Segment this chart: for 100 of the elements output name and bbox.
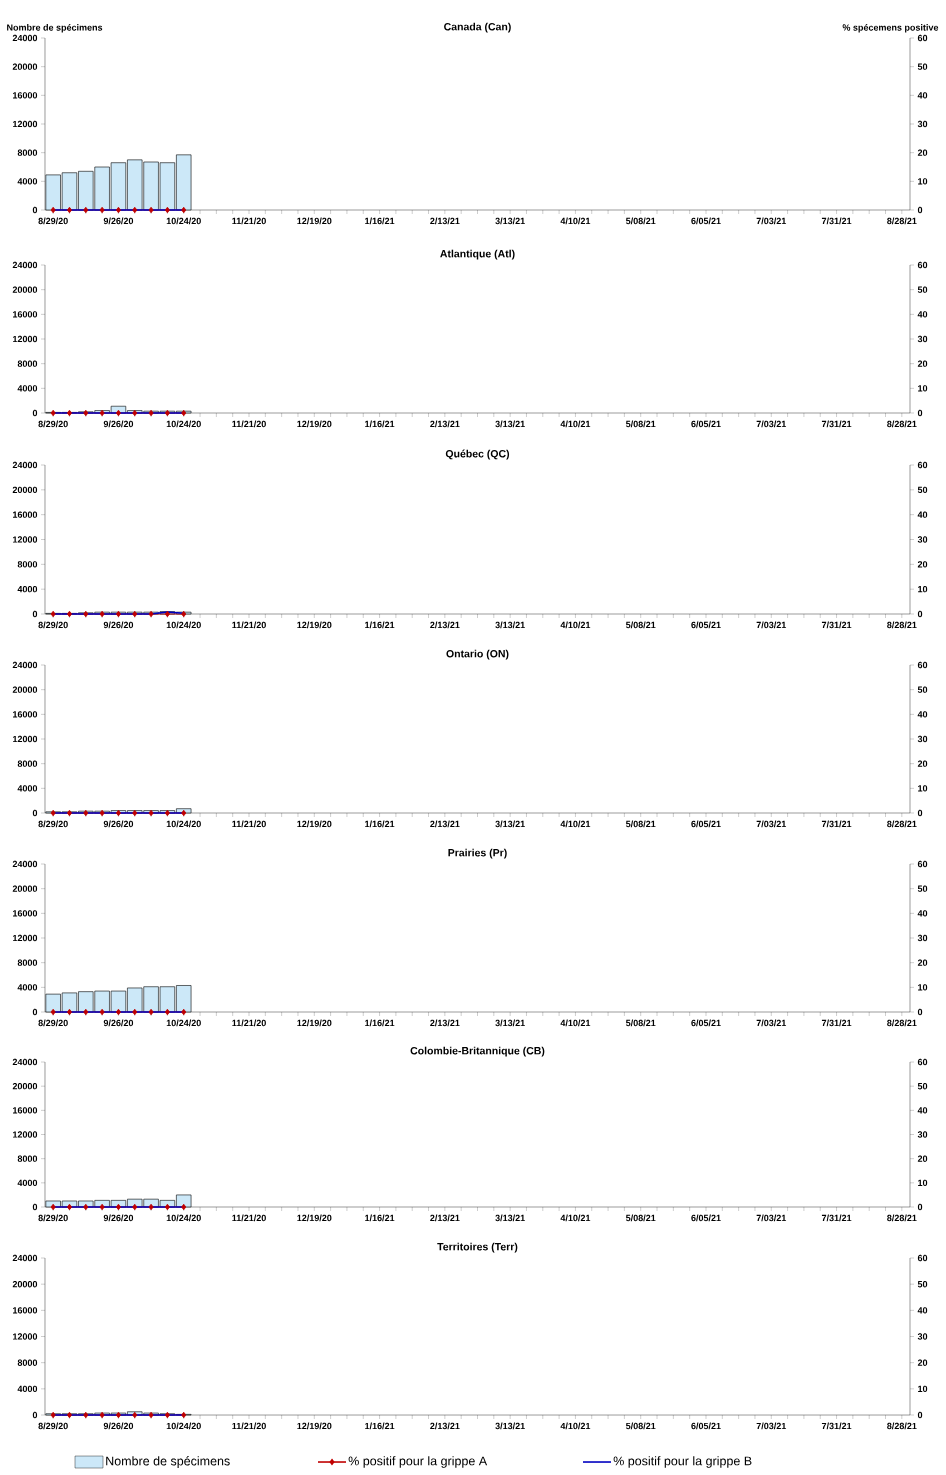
y-tick-label: 4000 <box>17 385 38 392</box>
legend-label: % positif pour la grippe A <box>348 1456 488 1468</box>
x-tick-label: 5/08/21 <box>625 217 656 225</box>
y2-tick-label: 20 <box>917 760 928 767</box>
x-tick-label: 3/13/21 <box>495 1214 525 1222</box>
y2-tick-label: 10 <box>918 178 928 185</box>
x-tick-label: 11/21/20 <box>232 1422 266 1430</box>
y-tick-label: 0 <box>32 1203 38 1211</box>
x-tick-label: 11/21/20 <box>232 1214 266 1222</box>
y2-tick-label: 0 <box>917 409 923 417</box>
x-tick-label: 12/19/20 <box>297 820 332 828</box>
y-tick-label: 0 <box>32 1411 38 1419</box>
y2-tick-label: 30 <box>917 1131 928 1138</box>
x-tick-label: 7/31/21 <box>821 1214 852 1222</box>
x-tick-label: 8/28/21 <box>887 1214 917 1222</box>
x-tick-label: 2/13/21 <box>430 621 460 629</box>
y2-tick-label: 60 <box>917 860 928 868</box>
x-tick-label: 8/29/20 <box>38 1019 68 1027</box>
y-tick-label: 16000 <box>13 1307 38 1314</box>
x-tick-label: 9/26/20 <box>103 1214 134 1222</box>
x-tick-label: 7/31/21 <box>821 1422 852 1430</box>
y2-tick-label: 0 <box>917 809 923 817</box>
y-tick-label: 8000 <box>17 760 38 767</box>
chart-title: Territoires (Terr) <box>437 1242 518 1253</box>
y-tick-label: 8000 <box>17 360 38 367</box>
y-axis-title: Nombre de spécimens <box>7 24 103 33</box>
y2-tick-label: 30 <box>917 1333 928 1340</box>
chart-title: Québec (QC) <box>445 449 510 460</box>
y-tick-label: 24000 <box>12 1254 38 1262</box>
y-tick-label: 0 <box>32 409 38 417</box>
y-tick-label: 4000 <box>17 984 38 991</box>
x-tick-label: 10/24/20 <box>166 621 201 629</box>
x-tick-label: 3/13/21 <box>495 820 525 828</box>
y-tick-label: 20000 <box>12 885 38 892</box>
y-tick-label: 4000 <box>17 1385 38 1393</box>
x-tick-label: 8/29/20 <box>38 420 68 428</box>
x-tick-label: 5/08/21 <box>625 1422 656 1430</box>
x-tick-label: 10/24/20 <box>166 1422 201 1430</box>
y2-tick-label: 0 <box>917 1411 923 1419</box>
x-tick-label: 11/21/20 <box>232 217 266 225</box>
y2-tick-label: 30 <box>917 120 928 128</box>
y2-tick-label: 50 <box>917 286 928 293</box>
y2-tick-label: 20 <box>917 1155 928 1162</box>
y2-tick-label: 50 <box>917 63 928 70</box>
y-tick-label: 20000 <box>12 1280 38 1288</box>
x-tick-label: 3/13/21 <box>495 1422 525 1430</box>
x-tick-label: 3/13/21 <box>495 420 525 428</box>
x-tick-label: 2/13/21 <box>430 1422 460 1430</box>
legend-label: Nombre de spécimens <box>106 1456 230 1468</box>
x-tick-label: 4/10/21 <box>560 1214 591 1222</box>
x-tick-label: 7/03/21 <box>756 420 787 428</box>
x-tick-label: 8/28/21 <box>887 820 917 828</box>
y-tick-label: 8000 <box>17 959 38 966</box>
x-tick-label: 2/13/21 <box>430 1019 460 1027</box>
x-tick-label: 2/13/21 <box>430 820 460 828</box>
y2-tick-label: 60 <box>917 1254 928 1262</box>
x-tick-label: 4/10/21 <box>560 217 591 225</box>
x-tick-label: 1/16/21 <box>365 1019 395 1027</box>
y2-tick-label: 10 <box>918 984 928 991</box>
y-tick-label: 12000 <box>13 1333 38 1340</box>
legend-label: % positif pour la grippe B <box>613 1456 752 1468</box>
y2-tick-label: 10 <box>918 1179 928 1187</box>
x-tick-label: 7/31/21 <box>821 420 852 428</box>
x-tick-label: 9/26/20 <box>103 420 134 428</box>
y-tick-label: 12000 <box>13 1131 38 1138</box>
chart-title: Canada (Can) <box>444 22 511 33</box>
x-tick-label: 1/16/21 <box>365 420 395 428</box>
x-tick-label: 11/21/20 <box>232 820 266 828</box>
y-tick-label: 20000 <box>12 63 38 70</box>
y2-tick-label: 30 <box>917 735 928 743</box>
x-tick-label: 8/29/20 <box>38 621 68 629</box>
y-tick-label: 24000 <box>12 1058 38 1066</box>
y-tick-label: 24000 <box>12 461 38 469</box>
y-tick-label: 0 <box>32 1008 38 1016</box>
y-tick-label: 12000 <box>13 536 38 543</box>
y2-tick-label: 10 <box>918 785 928 792</box>
y-tick-label: 16000 <box>13 1107 38 1114</box>
x-tick-label: 6/05/21 <box>691 1214 721 1222</box>
y2-tick-label: 50 <box>917 486 928 494</box>
y2-tick-label: 30 <box>917 536 928 543</box>
x-tick-label: 8/28/21 <box>887 1019 917 1027</box>
x-tick-label: 12/19/20 <box>297 217 332 225</box>
y2-tick-label: 20 <box>917 360 928 367</box>
x-tick-label: 5/08/21 <box>625 420 656 428</box>
y-tick-label: 24000 <box>12 34 38 42</box>
y2-tick-label: 60 <box>917 34 928 42</box>
y-tick-label: 20000 <box>12 1082 38 1090</box>
x-tick-label: 8/28/21 <box>887 420 917 428</box>
y2-tick-label: 60 <box>917 461 928 469</box>
x-tick-label: 12/19/20 <box>297 420 332 428</box>
y-tick-label: 4000 <box>17 178 38 185</box>
y2-tick-label: 20 <box>917 959 928 966</box>
y-tick-label: 8000 <box>17 149 38 156</box>
y-tick-label: 12000 <box>13 120 38 128</box>
x-tick-label: 5/08/21 <box>625 820 656 828</box>
x-tick-label: 10/24/20 <box>166 1214 201 1222</box>
x-tick-label: 6/05/21 <box>691 1422 721 1430</box>
x-tick-label: 8/28/21 <box>887 621 917 629</box>
x-tick-label: 10/24/20 <box>166 1019 201 1027</box>
y-tick-label: 16000 <box>13 910 38 917</box>
